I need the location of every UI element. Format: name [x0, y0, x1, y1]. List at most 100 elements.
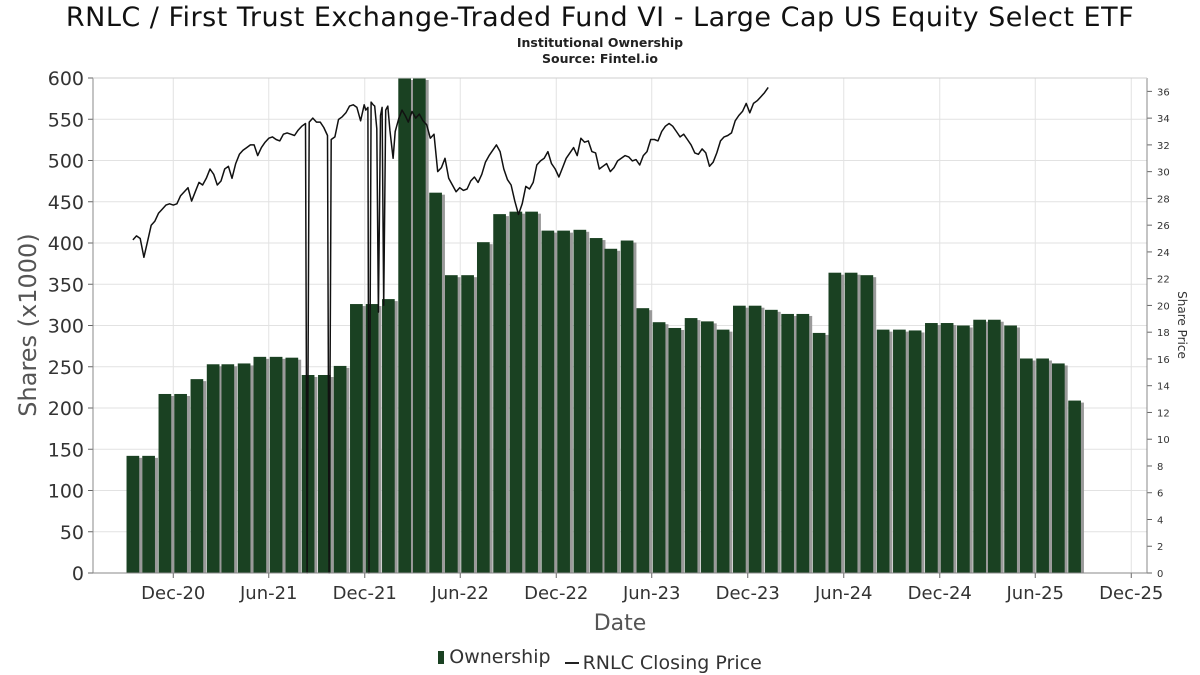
y2-tick-label: 16	[1157, 355, 1170, 366]
ownership-bar	[860, 275, 874, 573]
y-tick-label: 350	[48, 274, 84, 296]
y-tick-label: 600	[48, 68, 84, 90]
y2-axis-label: Share Price	[1175, 291, 1189, 359]
y-tick-label: 200	[48, 398, 84, 420]
y2-tick-label: 0	[1157, 569, 1163, 580]
y2-tick-label: 2	[1157, 542, 1163, 553]
y2-tick-label: 36	[1157, 87, 1170, 98]
chart-axes: 050100150200250300350400450500550600Dec-…	[48, 68, 1170, 604]
x-tick-label: Dec-23	[716, 583, 780, 604]
legend-ownership-label: Ownership	[449, 646, 551, 668]
price-line-group	[132, 86, 769, 574]
ownership-bar	[781, 313, 794, 573]
y2-tick-label: 32	[1157, 141, 1170, 152]
chart-title: RNLC / First Trust Exchange-Traded Fund …	[65, 2, 1135, 33]
ownership-bar	[573, 229, 587, 574]
x-tick-label: Jun-21	[239, 583, 298, 604]
legend-price-label: RNLC Closing Price	[582, 651, 762, 674]
y-tick-label: 400	[48, 233, 84, 255]
ownership-bar	[987, 319, 1001, 573]
ownership-bar	[733, 305, 746, 573]
ownership-bar	[237, 363, 251, 573]
ownership-bar	[940, 323, 954, 573]
ownership-bar	[509, 211, 523, 573]
legend-bar-swatch	[438, 650, 445, 664]
ownership-bar	[429, 192, 442, 574]
ownership-bar	[925, 323, 938, 573]
y-tick-label: 100	[48, 481, 84, 503]
ownership-bar	[412, 78, 426, 573]
ownership-bar	[333, 365, 347, 573]
ownership-bar	[957, 325, 970, 573]
ownership-bar	[158, 393, 172, 573]
y2-tick-label: 22	[1157, 275, 1170, 286]
ownership-bar	[461, 275, 474, 573]
ownership-bar	[1036, 358, 1049, 573]
x-tick-label: Jun-22	[430, 583, 489, 604]
ownership-bar	[525, 211, 538, 573]
ownership-bar	[365, 304, 379, 573]
ownership-bar	[382, 299, 395, 573]
x-tick-label: Dec-22	[524, 583, 588, 604]
ownership-bar	[748, 305, 762, 573]
ownership-bar	[620, 240, 634, 573]
ownership-bar	[828, 272, 842, 573]
ownership-bar	[668, 327, 682, 573]
y2-tick-label: 28	[1157, 194, 1170, 205]
chart-subtitle: Institutional Ownership	[516, 35, 684, 50]
ownership-bar	[796, 313, 810, 573]
ownership-bar	[541, 230, 555, 573]
ownership-bar	[1019, 358, 1033, 573]
y2-tick-label: 18	[1157, 328, 1170, 339]
ownership-bar	[1004, 325, 1017, 573]
y2-tick-label: 4	[1157, 515, 1163, 526]
legend-price: RNLC Closing Price	[564, 651, 762, 674]
ownership-bar	[444, 275, 458, 573]
y2-tick-label: 26	[1157, 221, 1170, 232]
y-axis-label: Shares (x1000)	[14, 233, 42, 416]
y-tick-label: 0	[72, 563, 84, 585]
x-tick-label: Jun-24	[814, 583, 873, 604]
y2-tick-label: 8	[1157, 462, 1163, 473]
y2-tick-label: 20	[1157, 301, 1170, 312]
y-tick-label: 300	[48, 316, 84, 338]
ownership-bar	[142, 455, 155, 573]
legend-line-swatch	[564, 661, 579, 664]
legend-ownership: Ownership	[438, 646, 551, 668]
ownership-bar	[221, 364, 235, 573]
y-tick-label: 500	[48, 151, 84, 173]
x-tick-label: Dec-24	[908, 583, 972, 604]
ownership-bar	[589, 238, 603, 574]
ownership-bar	[350, 304, 363, 573]
y2-tick-label: 12	[1157, 408, 1170, 419]
ownership-bar	[318, 375, 331, 573]
ownership-bar	[701, 321, 714, 573]
ownership-bar	[652, 322, 666, 573]
y2-tick-label: 10	[1157, 435, 1170, 446]
ownership-bars	[126, 78, 1084, 574]
y2-tick-label: 24	[1157, 248, 1170, 259]
y-tick-label: 550	[48, 109, 84, 131]
ownership-bar	[190, 379, 204, 573]
y2-tick-label: 30	[1157, 168, 1170, 179]
ownership-bar	[476, 242, 490, 574]
ownership-bar	[253, 356, 267, 573]
ownership-bar	[716, 329, 730, 573]
ownership-bar	[876, 329, 890, 573]
ownership-bar	[893, 329, 906, 573]
ownership-bar	[765, 309, 778, 573]
y2-tick-label: 6	[1157, 489, 1163, 500]
ownership-bar	[493, 214, 506, 573]
ownership-bar	[973, 319, 986, 573]
ownership-bar	[844, 272, 858, 573]
y-tick-label: 50	[60, 522, 84, 544]
y-tick-label: 250	[48, 357, 84, 379]
y2-tick-label: 34	[1157, 114, 1170, 125]
ownership-bar	[557, 230, 570, 573]
ownership-bar	[636, 308, 650, 573]
price-line	[132, 86, 769, 574]
x-tick-label: Jun-23	[622, 583, 681, 604]
ownership-bar	[812, 332, 826, 573]
ownership-bar	[684, 318, 698, 573]
x-axis-label: Date	[594, 611, 647, 636]
